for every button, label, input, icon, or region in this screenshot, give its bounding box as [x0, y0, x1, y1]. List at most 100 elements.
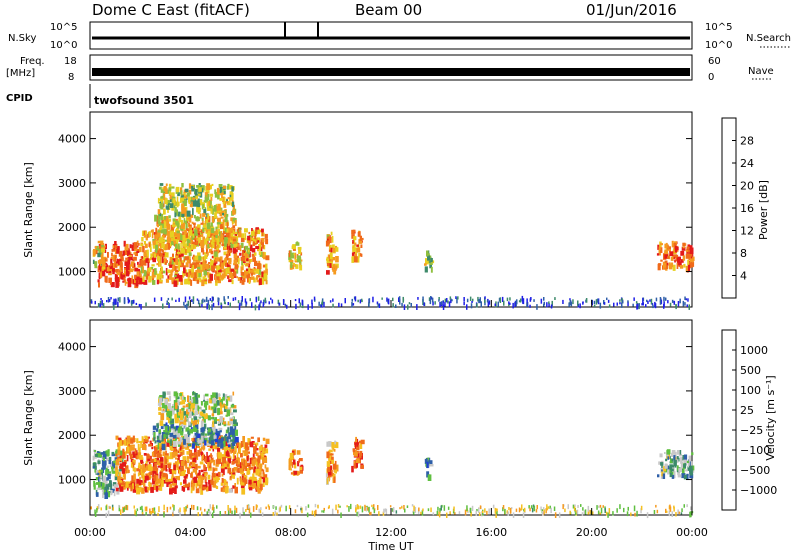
- ground-scatter-cell: [438, 299, 440, 302]
- ground-scatter-cell: [133, 299, 135, 304]
- ground-scatter-cell: [463, 302, 465, 306]
- echo-cell: [134, 470, 136, 473]
- echo-cell: [232, 221, 235, 224]
- echo-cell: [229, 475, 232, 479]
- echo-cell: [122, 487, 126, 490]
- echo-cell: [159, 280, 163, 284]
- echo-cell: [290, 472, 294, 475]
- echo-cell: [213, 468, 215, 472]
- echo-cell: [150, 455, 152, 459]
- echo-cell: [197, 405, 200, 412]
- echo-cell: [207, 230, 211, 236]
- ground-scatter-cell: [596, 505, 598, 510]
- echo-cell: [174, 272, 178, 275]
- colorbar-tick-label: 24: [740, 157, 754, 170]
- echo-cell: [103, 489, 106, 495]
- echo-cell: [159, 481, 162, 487]
- echo-cell: [179, 393, 182, 397]
- echo-cell: [160, 468, 165, 472]
- echo-cell: [161, 402, 166, 409]
- ground-scatter-cell: [244, 298, 247, 303]
- echo-cell: [92, 259, 95, 264]
- ground-scatter-cell: [475, 510, 477, 516]
- ground-scatter-cell: [299, 302, 302, 308]
- ground-scatter-cell: [649, 299, 651, 302]
- echo-cell: [161, 236, 164, 240]
- echo-cell: [205, 218, 209, 223]
- echo-cell: [180, 452, 183, 456]
- echo-cell: [200, 234, 204, 237]
- echo-cell: [192, 274, 196, 281]
- echo-cell: [353, 460, 356, 464]
- echo-cell: [222, 421, 226, 425]
- echo-cell: [191, 271, 195, 278]
- echo-cell: [426, 250, 429, 257]
- echo-cell: [425, 258, 429, 265]
- echo-cell: [168, 395, 172, 402]
- echo-cell: [250, 481, 254, 486]
- echo-cell: [332, 267, 335, 272]
- echo-cell: [223, 251, 227, 256]
- echo-cell: [138, 277, 143, 285]
- echo-cell: [180, 242, 182, 249]
- echo-cell: [231, 446, 235, 453]
- echo-cell: [246, 274, 248, 279]
- echo-cell: [115, 469, 119, 475]
- echo-cell: [176, 201, 180, 206]
- ground-scatter-cell: [251, 302, 253, 308]
- echo-cell: [109, 462, 113, 468]
- ground-scatter-cell: [372, 507, 374, 510]
- echo-cell: [121, 440, 124, 445]
- echo-cell: [247, 263, 251, 268]
- ground-scatter-cell: [526, 302, 528, 307]
- echo-cell: [225, 486, 228, 494]
- ground-scatter-cell: [361, 298, 363, 302]
- echo-cell: [204, 476, 207, 483]
- ground-scatter-cell: [512, 302, 514, 309]
- ground-scatter-cell: [519, 298, 522, 303]
- echo-cell: [262, 237, 265, 243]
- echo-cell: [430, 258, 433, 263]
- echo-cell: [137, 452, 142, 459]
- echo-cell: [149, 471, 153, 476]
- echo-cell: [122, 280, 125, 283]
- ground-scatter-cell: [381, 297, 383, 300]
- nsearch-label: N.Search: [746, 33, 791, 44]
- echo-cell: [204, 195, 207, 200]
- echo-cell: [156, 224, 159, 228]
- ground-scatter-cell: [401, 302, 403, 307]
- echo-cell: [179, 423, 182, 430]
- echo-cell: [244, 228, 248, 233]
- ground-scatter-cell: [295, 303, 297, 310]
- echo-cell: [139, 467, 143, 470]
- echo-cell: [359, 450, 363, 456]
- ground-scatter-cell: [323, 510, 325, 513]
- ground-scatter-cell: [687, 298, 689, 302]
- ground-scatter-cell: [106, 300, 108, 303]
- echo-cell: [231, 428, 235, 436]
- echo-cell: [168, 183, 172, 191]
- echo-cell: [234, 460, 238, 464]
- echo-cell: [124, 267, 128, 271]
- echo-cell: [150, 487, 154, 493]
- ground-scatter-cell: [654, 303, 657, 309]
- echo-cell: [194, 255, 199, 260]
- echo-cell: [182, 405, 186, 408]
- ground-scatter-cell: [506, 297, 509, 302]
- echo-cell: [159, 459, 164, 467]
- echo-cell: [239, 447, 241, 454]
- ground-scatter-cell: [655, 297, 658, 302]
- echo-cell: [168, 419, 170, 424]
- echo-cell: [131, 275, 134, 279]
- echo-cell: [211, 265, 215, 272]
- ground-scatter-cell: [550, 507, 552, 514]
- echo-cell: [208, 262, 211, 265]
- echo-cell: [335, 247, 339, 252]
- echo-cell: [166, 434, 169, 439]
- echo-cell: [216, 400, 220, 406]
- echo-cell: [294, 259, 299, 263]
- ground-scatter-cell: [268, 301, 270, 305]
- echo-cell: [113, 463, 115, 468]
- echo-cell: [326, 451, 330, 459]
- echo-cell: [224, 262, 227, 267]
